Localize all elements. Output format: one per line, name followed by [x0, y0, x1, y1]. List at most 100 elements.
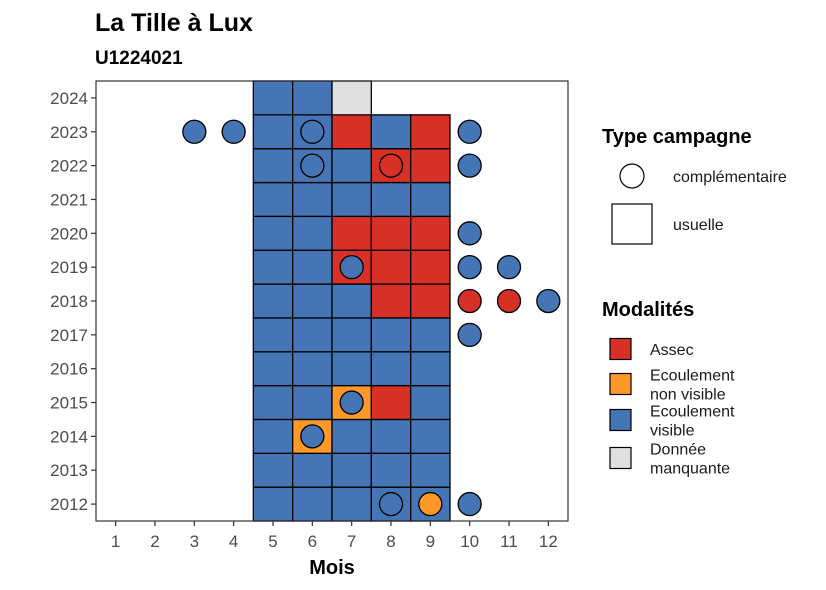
- x-tick-label: 12: [539, 532, 558, 551]
- x-axis-label: Mois: [309, 557, 355, 579]
- chart-title: La Tille à Lux: [95, 9, 253, 37]
- cell-2016-9: [410, 351, 451, 387]
- cell-2024-6: [292, 80, 333, 116]
- cell-2015-5: [252, 384, 294, 421]
- cell-2014-8: [370, 418, 412, 454]
- point-2017-10: [457, 322, 482, 347]
- cell-2013-5: [252, 452, 294, 488]
- legend-label-1: non visible: [650, 387, 726, 404]
- point-2018-12: [536, 288, 561, 314]
- complementaire-points: [182, 119, 561, 517]
- x-tick-label: 1: [111, 532, 120, 551]
- x-tick-label: 4: [229, 532, 238, 551]
- point-2019-7: [339, 255, 364, 280]
- cell-2017-6: [292, 317, 333, 353]
- cell-2023-9: [410, 114, 451, 150]
- legend-type-campagne: Type campagne complémentaire usuelle: [602, 126, 787, 245]
- legend-swatch-3: [609, 446, 632, 470]
- cell-2017-7: [331, 317, 372, 353]
- y-tick-label: 2012: [50, 495, 88, 514]
- cell-2018-8: [370, 283, 412, 319]
- cell-2012-6: [292, 486, 333, 522]
- cell-2018-7: [331, 283, 372, 319]
- y-tick-label: 2019: [50, 258, 88, 277]
- cell-2014-7: [331, 418, 372, 454]
- point-2012-10: [457, 491, 482, 517]
- cell-2013-9: [410, 452, 451, 488]
- legend-label-3: Donnée: [650, 442, 706, 459]
- x-tick-label: 10: [460, 532, 479, 551]
- cell-2012-5: [252, 486, 294, 522]
- cell-2015-8: [370, 384, 412, 421]
- cell-2016-6: [292, 351, 333, 387]
- cell-2015-9: [410, 384, 451, 421]
- usuelle-cells: [252, 80, 451, 522]
- legend-label-1: Ecoulement: [650, 368, 735, 385]
- legend-circle-swatch: [619, 163, 645, 189]
- point-2022-6: [300, 153, 325, 178]
- cell-2020-9: [410, 215, 451, 251]
- y-tick-label: 2016: [50, 360, 88, 379]
- legend-type-label-complementaire: complémentaire: [673, 169, 787, 186]
- y-tick-label: 2020: [50, 224, 88, 243]
- point-2023-4: [221, 119, 246, 144]
- y-tick-label: 2023: [50, 123, 88, 142]
- x-axis: 1 2 3 4 5 6 7 8 9 10 11 12: [111, 521, 558, 551]
- cell-2017-8: [370, 317, 412, 353]
- legend-type-title: Type campagne: [602, 126, 752, 148]
- cell-2020-6: [292, 215, 333, 251]
- cell-2022-7: [331, 148, 372, 184]
- cell-2014-5: [252, 418, 294, 454]
- point-2022-10: [457, 153, 482, 178]
- point-2023-6: [300, 119, 325, 144]
- cell-2023-8: [370, 114, 412, 150]
- cell-2019-8: [370, 249, 412, 285]
- x-tick-label: 5: [268, 532, 277, 551]
- legend-label-2: visible: [650, 423, 695, 440]
- y-tick-label: 2018: [50, 292, 88, 311]
- cell-2021-5: [252, 181, 294, 218]
- y-tick-label: 2022: [50, 157, 88, 176]
- y-tick-label: 2014: [50, 427, 88, 446]
- point-2022-8: [378, 153, 404, 178]
- y-tick-label: 2024: [50, 89, 88, 108]
- cell-2024-5: [252, 80, 294, 116]
- cell-2018-9: [410, 283, 451, 319]
- legend-swatch-0: [609, 337, 632, 361]
- cell-2016-5: [252, 351, 294, 387]
- cell-2018-6: [292, 283, 333, 319]
- cell-2017-5: [252, 317, 294, 353]
- cell-2014-9: [410, 418, 451, 454]
- cell-2020-5: [252, 215, 294, 251]
- legend-label-0: Assec: [650, 342, 694, 359]
- cell-2023-5: [252, 114, 294, 150]
- point-2015-7: [339, 390, 364, 415]
- x-tick-label: 6: [308, 532, 317, 551]
- legend-label-2: Ecoulement: [650, 404, 735, 421]
- y-tick-label: 2013: [50, 461, 88, 480]
- point-2012-9: [418, 491, 443, 517]
- cell-2021-8: [370, 181, 412, 218]
- point-2018-10: [457, 288, 482, 314]
- point-2018-11: [496, 288, 522, 314]
- y-axis: 2012 2013 2014 2015 2016 2017 2018 2019 2020 2021…: [50, 89, 96, 514]
- cell-2019-5: [252, 249, 294, 285]
- y-tick-label: 2017: [50, 326, 88, 345]
- point-2019-11: [496, 255, 522, 280]
- x-tick-label: 9: [426, 532, 435, 551]
- x-tick-label: 11: [500, 532, 518, 551]
- cell-2022-5: [252, 148, 294, 184]
- point-2023-3: [182, 119, 207, 144]
- cell-2022-9: [410, 148, 451, 184]
- legend-square-swatch: [611, 203, 653, 245]
- chart-subtitle: U1224021: [95, 48, 183, 69]
- cell-2017-9: [410, 317, 451, 353]
- cell-2016-8: [370, 351, 412, 387]
- cell-2013-7: [331, 452, 372, 488]
- cell-2015-6: [292, 384, 333, 421]
- cell-2020-8: [370, 215, 412, 251]
- point-2020-10: [457, 221, 482, 246]
- point-2014-6: [300, 424, 325, 449]
- y-tick-label: 2021: [50, 190, 88, 209]
